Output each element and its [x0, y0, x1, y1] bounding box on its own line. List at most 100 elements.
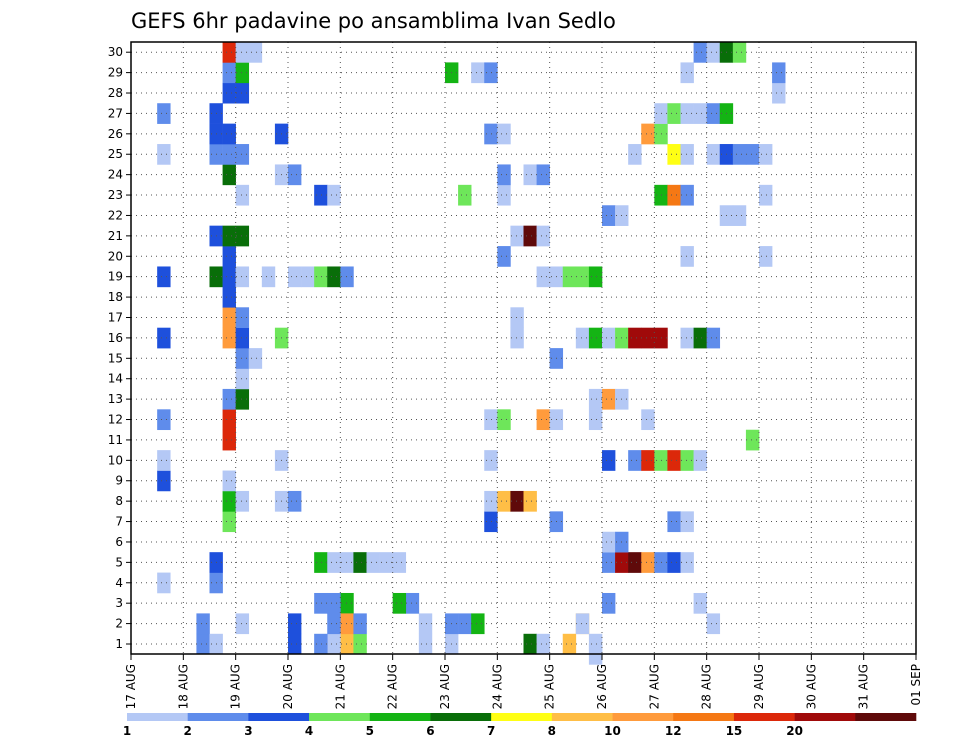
precip-cell	[484, 490, 498, 512]
precip-cell	[235, 348, 250, 369]
x-tick-label: 21 AUG	[333, 664, 347, 709]
precip-cell	[667, 450, 681, 471]
precip-cell	[745, 144, 760, 165]
colorbar-label: 10	[604, 724, 621, 738]
precip-cell	[497, 490, 511, 512]
precip-cell	[693, 450, 707, 471]
precip-cell	[536, 266, 550, 288]
precip-cell	[235, 307, 250, 328]
precip-cell	[327, 552, 341, 573]
colorbar-swatch	[430, 713, 492, 721]
precip-cell	[706, 144, 721, 165]
precip-cell	[157, 144, 171, 165]
precip-cell	[340, 266, 354, 288]
precip-cell	[405, 592, 420, 614]
precip-cell	[693, 327, 707, 349]
precip-cell	[222, 388, 236, 410]
precip-cell	[222, 470, 236, 492]
precip-cell	[680, 552, 694, 573]
precip-cell	[536, 164, 550, 186]
precip-cell	[484, 62, 498, 84]
x-tick-label: 31 AUG	[857, 664, 871, 709]
x-tick-label: 27 AUG	[647, 664, 661, 709]
precip-cell	[602, 388, 616, 410]
precip-cell	[157, 409, 171, 431]
precip-cell	[235, 225, 250, 247]
grid-layer	[131, 42, 916, 654]
precip-cell	[340, 633, 354, 655]
precip-cell	[248, 42, 263, 63]
precip-cell	[418, 613, 433, 635]
precip-cell	[680, 184, 694, 206]
precip-cell	[235, 42, 250, 63]
y-tick-label: 30	[108, 45, 123, 59]
precip-cell	[497, 409, 511, 431]
precip-cell	[314, 184, 328, 206]
precip-cell	[235, 184, 250, 206]
precip-cell	[667, 144, 681, 165]
precip-cell	[575, 613, 590, 635]
colorbar-label: 4	[305, 724, 313, 738]
precip-cell	[706, 103, 721, 124]
precip-cell	[667, 103, 681, 124]
x-tick-label: 17 AUG	[124, 664, 138, 709]
precip-cell	[222, 307, 236, 328]
y-tick-label: 17	[108, 310, 123, 324]
y-tick-label: 13	[108, 392, 123, 406]
y-tick-label: 4	[115, 576, 123, 590]
precip-cell	[314, 552, 328, 573]
precip-cell	[641, 552, 655, 573]
precip-cell	[588, 327, 603, 349]
x-tick-label: 24 AUG	[490, 664, 504, 709]
precip-cell	[588, 388, 603, 410]
precip-cell	[327, 184, 341, 206]
precip-cell	[641, 409, 655, 431]
precip-cell	[575, 327, 590, 349]
precip-cell	[196, 613, 210, 635]
precip-cell	[235, 613, 250, 635]
colorbar-label: 2	[184, 724, 192, 738]
y-tick-label: 10	[108, 453, 123, 467]
precip-cell	[222, 286, 236, 308]
colorbar-label: 1	[123, 724, 131, 738]
precip-cell	[222, 225, 236, 247]
precip-cell	[588, 266, 603, 288]
precip-cell	[602, 205, 616, 226]
x-tick-label: 18 AUG	[176, 664, 190, 709]
precip-cell	[157, 572, 171, 594]
precip-cell	[418, 633, 433, 655]
y-tick-label: 23	[108, 188, 123, 202]
precip-cell	[667, 552, 681, 573]
precip-cell	[772, 62, 786, 84]
colorbar-swatch	[855, 713, 917, 721]
x-axis-ticks: 17 AUG 18 AUG 19 AUG 20 AUG 21 AUG 22 AUG 23 A…	[124, 654, 923, 709]
plot-frame	[130, 41, 917, 655]
precip-cell	[235, 62, 250, 84]
colorbar-swatch	[551, 713, 613, 721]
precip-cell	[562, 266, 577, 288]
precip-cell	[693, 103, 707, 124]
precip-cell	[562, 633, 577, 655]
y-tick-label: 26	[108, 127, 123, 141]
precip-cell	[261, 266, 276, 288]
precip-cell	[222, 429, 236, 451]
precip-cell	[706, 327, 721, 349]
precip-cell	[458, 184, 472, 206]
x-tick-label: 01 SEP	[909, 664, 923, 706]
precip-cell	[222, 144, 236, 165]
y-tick-label: 27	[108, 106, 123, 120]
y-tick-label: 16	[108, 331, 123, 345]
precip-cell	[510, 490, 524, 512]
colorbar-swatch	[673, 713, 735, 721]
precip-cell	[235, 327, 250, 349]
precip-cell	[222, 42, 236, 63]
precip-cell	[602, 592, 616, 614]
precip-cell	[510, 225, 524, 247]
precip-cell	[602, 450, 616, 471]
precip-cell	[222, 409, 236, 431]
y-tick-label: 14	[108, 372, 123, 386]
precip-cell	[680, 511, 694, 533]
precip-cell	[222, 123, 236, 145]
precip-cell	[667, 184, 681, 206]
